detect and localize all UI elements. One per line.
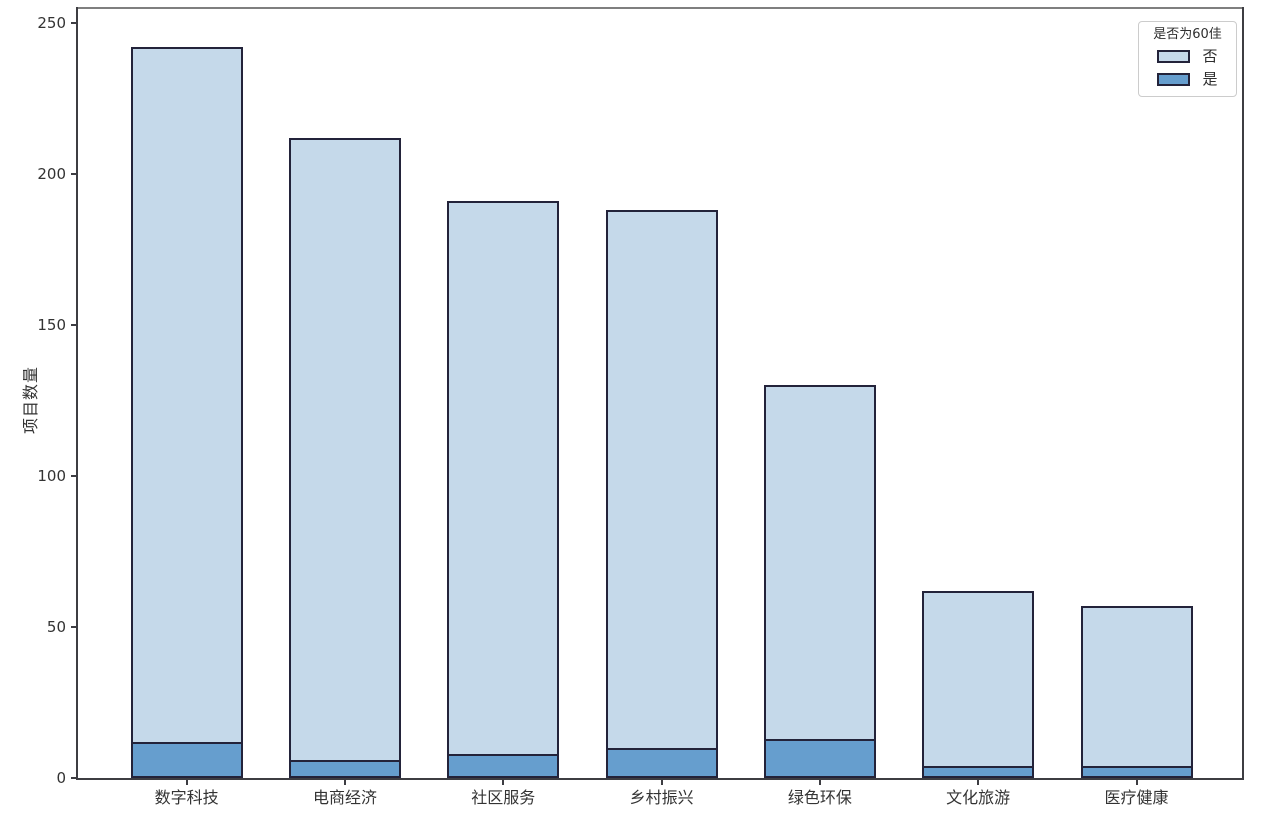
bar-segment-yes xyxy=(763,738,876,778)
legend-entry: 否 xyxy=(1145,48,1230,65)
y-tick-mark xyxy=(71,777,76,779)
y-tick-label: 100 xyxy=(37,467,66,485)
bar-segment-no xyxy=(1080,605,1193,768)
x-tick-label: 电商经济 xyxy=(312,788,377,807)
x-tick-label: 文化旅游 xyxy=(946,788,1011,807)
bar-segment-no xyxy=(447,201,560,756)
x-tick-mark xyxy=(977,780,980,785)
legend-title: 是否为60佳 xyxy=(1153,27,1222,42)
x-tick-mark xyxy=(818,780,821,785)
plot-top-spine xyxy=(76,7,1244,9)
bar-segment-no xyxy=(605,210,718,750)
x-tick-mark xyxy=(185,780,188,785)
bar-segment-no xyxy=(130,47,243,744)
y-tick-label: 50 xyxy=(46,618,66,636)
x-tick-label: 乡村振兴 xyxy=(629,788,694,807)
x-tick-mark xyxy=(502,780,505,785)
plot-right-spine xyxy=(1242,7,1244,780)
x-tick-label: 绿色环保 xyxy=(787,788,852,807)
x-tick-label: 数字科技 xyxy=(154,788,219,807)
legend-entry-label: 否 xyxy=(1202,47,1218,65)
legend-entry-label: 是 xyxy=(1202,70,1218,88)
x-tick-label: 医疗健康 xyxy=(1104,788,1169,807)
bar-segment-no xyxy=(289,137,401,762)
x-axis-line xyxy=(76,778,1244,780)
legend-entry: 是 xyxy=(1145,71,1230,88)
bar-segment-yes xyxy=(130,741,243,778)
plot-area xyxy=(78,9,1242,778)
y-tick-label: 250 xyxy=(37,14,66,32)
legend-swatch-no xyxy=(1157,50,1191,63)
legend-entries: 否是 xyxy=(1145,48,1230,88)
legend: 是否为60佳 否是 xyxy=(1138,21,1237,97)
legend-swatch-yes xyxy=(1157,73,1191,86)
y-axis-line xyxy=(76,7,78,780)
y-tick-mark xyxy=(71,173,76,175)
x-tick-mark xyxy=(344,780,346,785)
y-tick-mark xyxy=(71,626,76,628)
x-tick-mark xyxy=(660,780,663,785)
bar-segment-yes xyxy=(447,753,560,778)
x-tick-mark xyxy=(1135,780,1138,785)
y-tick-label: 150 xyxy=(37,316,66,334)
y-tick-mark xyxy=(71,22,76,24)
x-tick-label: 社区服务 xyxy=(471,788,536,807)
bar-segment-yes xyxy=(289,759,401,778)
y-tick-label: 0 xyxy=(56,769,66,787)
y-tick-label: 200 xyxy=(37,165,66,183)
bar-segment-no xyxy=(763,385,876,741)
bar-segment-yes xyxy=(605,747,718,778)
bar-segment-yes xyxy=(1080,765,1193,778)
bar-segment-no xyxy=(922,590,1035,768)
y-tick-mark xyxy=(71,475,76,477)
bar-segment-yes xyxy=(922,765,1035,778)
y-tick-mark xyxy=(71,324,76,326)
